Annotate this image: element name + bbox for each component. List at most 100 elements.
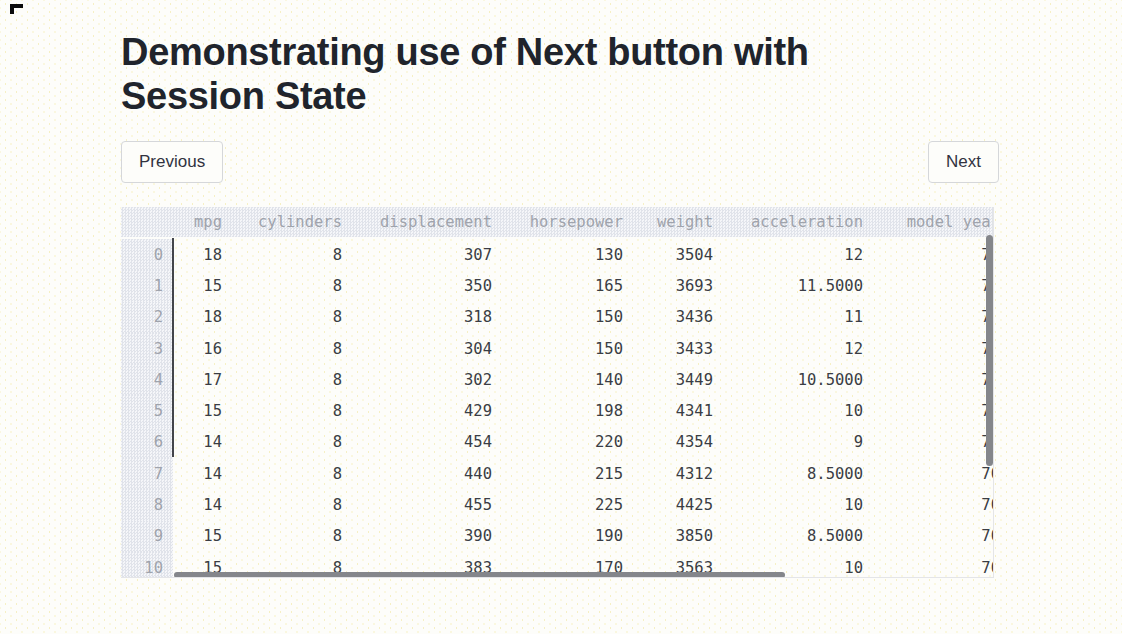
table-cell: 307 <box>342 246 492 264</box>
table-cell: 3693 <box>623 277 713 295</box>
table-cell: 318 <box>342 308 492 326</box>
table-cell: 4425 <box>623 496 713 514</box>
table-cell: 8.5000 <box>713 527 863 545</box>
table-cell: 350 <box>342 277 492 295</box>
table-cell: 8 <box>222 433 342 451</box>
table-cell: 3504 <box>623 246 713 264</box>
row-index: 2 <box>121 302 173 333</box>
table-cell: 8 <box>222 308 342 326</box>
table-cell: 18 <box>173 246 222 264</box>
table-cell: 10 <box>713 402 863 420</box>
row-index: 4 <box>121 364 173 395</box>
table-cell: 455 <box>342 496 492 514</box>
table-row: 018830713035041270 <box>121 239 994 270</box>
page-title: Demonstrating use of Next button with Se… <box>121 30 921 118</box>
column-header: acceleration <box>713 213 863 231</box>
table-cell: 70 <box>863 340 994 358</box>
table-cell: 165 <box>492 277 623 295</box>
row-index: 7 <box>121 458 173 489</box>
table-cell: 3433 <box>623 340 713 358</box>
table-cell: 14 <box>173 465 222 483</box>
table-cell: 150 <box>492 308 623 326</box>
table-cell: 8 <box>222 371 342 389</box>
table-row: 61484542204354970 <box>121 427 994 458</box>
next-button[interactable]: Next <box>928 141 999 183</box>
table-cell: 8 <box>222 277 342 295</box>
column-header: model year <box>863 213 994 231</box>
table-cell: 190 <box>492 527 623 545</box>
table-row: 1158350165369311.500070 <box>121 270 994 301</box>
column-header: cylinders <box>222 213 342 231</box>
table-cell: 70 <box>863 559 994 577</box>
table-cell: 3449 <box>623 371 713 389</box>
table-cell: 8 <box>222 465 342 483</box>
table-cell: 11 <box>713 308 863 326</box>
row-index: 6 <box>121 427 173 458</box>
table-cell: 10.5000 <box>713 371 863 389</box>
index-separator <box>172 238 174 457</box>
table-cell: 70 <box>863 433 994 451</box>
table-cell: 15 <box>173 277 222 295</box>
table-cell: 429 <box>342 402 492 420</box>
table-cell: 15 <box>173 402 222 420</box>
table-cell: 440 <box>342 465 492 483</box>
table-cell: 4341 <box>623 402 713 420</box>
main-content: Demonstrating use of Next button with Se… <box>121 0 999 578</box>
table-cell: 150 <box>492 340 623 358</box>
table-cell: 304 <box>342 340 492 358</box>
table-cell: 302 <box>342 371 492 389</box>
table-cell: 9 <box>713 433 863 451</box>
table-cell: 454 <box>342 433 492 451</box>
table-cell: 140 <box>492 371 623 389</box>
table-cell: 4354 <box>623 433 713 451</box>
dataframe[interactable]: mpgcylindersdisplacementhorsepowerweight… <box>121 207 994 578</box>
table-cell: 14 <box>173 496 222 514</box>
table-cell: 12 <box>713 340 863 358</box>
pagination-controls: Previous Next <box>121 141 999 183</box>
row-index: 1 <box>121 270 173 301</box>
row-index: 8 <box>121 489 173 520</box>
table-cell: 8 <box>222 402 342 420</box>
table-cell: 3436 <box>623 308 713 326</box>
previous-button[interactable]: Previous <box>121 141 223 183</box>
table-row: 915839019038508.500070 <box>121 521 994 552</box>
table-cell: 70 <box>863 246 994 264</box>
table-row: 4178302140344910.500070 <box>121 364 994 395</box>
table-cell: 17 <box>173 371 222 389</box>
table-cell: 14 <box>173 433 222 451</box>
table-cell: 70 <box>863 527 994 545</box>
table-cell: 70 <box>863 371 994 389</box>
table-row: 218831815034361170 <box>121 302 994 333</box>
table-cell: 4312 <box>623 465 713 483</box>
column-header: horsepower <box>492 213 623 231</box>
table-cell: 11.5000 <box>713 277 863 295</box>
table-body: 0188307130350412701158350165369311.50007… <box>121 239 993 578</box>
vertical-scrollbar[interactable] <box>986 235 993 466</box>
table-cell: 220 <box>492 433 623 451</box>
table-cell: 70 <box>863 496 994 514</box>
table-cell: 8 <box>222 340 342 358</box>
table-row: 515842919843411070 <box>121 395 994 426</box>
table-row: 814845522544251070 <box>121 489 994 520</box>
table-cell: 70 <box>863 465 994 483</box>
table-cell: 3850 <box>623 527 713 545</box>
row-index: 9 <box>121 521 173 552</box>
table-cell: 8.5000 <box>713 465 863 483</box>
table-cell: 70 <box>863 402 994 420</box>
table-row: 316830415034331270 <box>121 333 994 364</box>
corner-glyph <box>10 4 23 14</box>
row-index: 3 <box>121 333 173 364</box>
table-cell: 10 <box>713 496 863 514</box>
table-cell: 70 <box>863 308 994 326</box>
row-index: 5 <box>121 395 173 426</box>
column-header: mpg <box>173 213 222 231</box>
table-cell: 390 <box>342 527 492 545</box>
table-cell: 12 <box>713 246 863 264</box>
table-cell: 8 <box>222 246 342 264</box>
table-cell: 215 <box>492 465 623 483</box>
column-header: weight <box>623 213 713 231</box>
table-row: 714844021543128.500070 <box>121 458 994 489</box>
row-index: 10 <box>121 552 173 578</box>
table-cell: 130 <box>492 246 623 264</box>
table-cell: 225 <box>492 496 623 514</box>
